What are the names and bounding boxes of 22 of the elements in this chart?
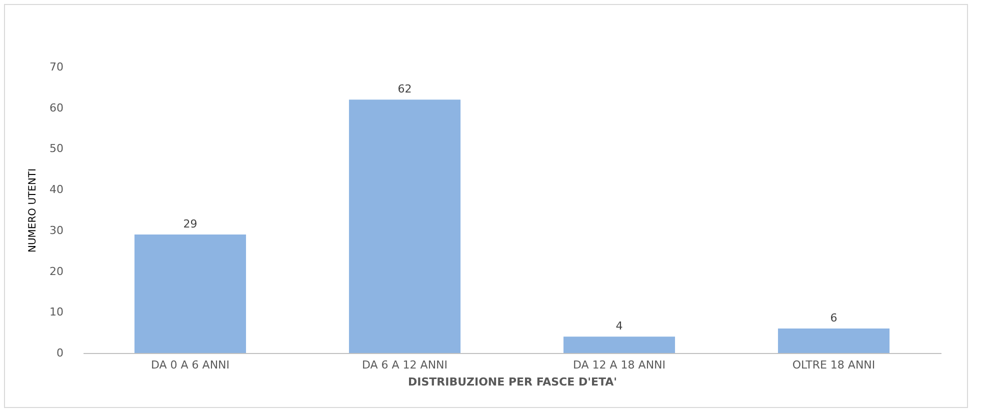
y-tick-label: 30: [50, 224, 64, 237]
y-tick-label: 20: [50, 264, 64, 278]
y-tick-label: 0: [56, 346, 64, 360]
bar: [778, 328, 890, 353]
data-label: 6: [830, 311, 838, 324]
data-label: 29: [183, 218, 198, 231]
bar: [563, 336, 676, 353]
y-tick-label: 50: [50, 142, 64, 156]
data-label: 62: [398, 82, 412, 96]
y-tick-label: 60: [50, 101, 64, 114]
y-axis-title: NUMERO UTENTI: [28, 168, 39, 253]
y-tick-label: 10: [50, 306, 64, 319]
x-axis-title: DISTRIBUZIONE PER FASCE D'ETA': [408, 376, 618, 388]
y-tick-label: 40: [50, 183, 64, 196]
x-tick-label: DA 6 A 12 ANNI: [362, 358, 448, 372]
x-tick-label: DA 12 A 18 ANNI: [572, 358, 666, 372]
bar: [348, 100, 461, 353]
x-tick-label: OLTRE 18 ANNI: [792, 358, 876, 372]
data-label: 4: [616, 320, 623, 333]
bar: [134, 234, 246, 353]
x-tick-label: DA 0 A 6 ANNI: [150, 358, 230, 372]
y-tick-label: 70: [50, 60, 64, 74]
